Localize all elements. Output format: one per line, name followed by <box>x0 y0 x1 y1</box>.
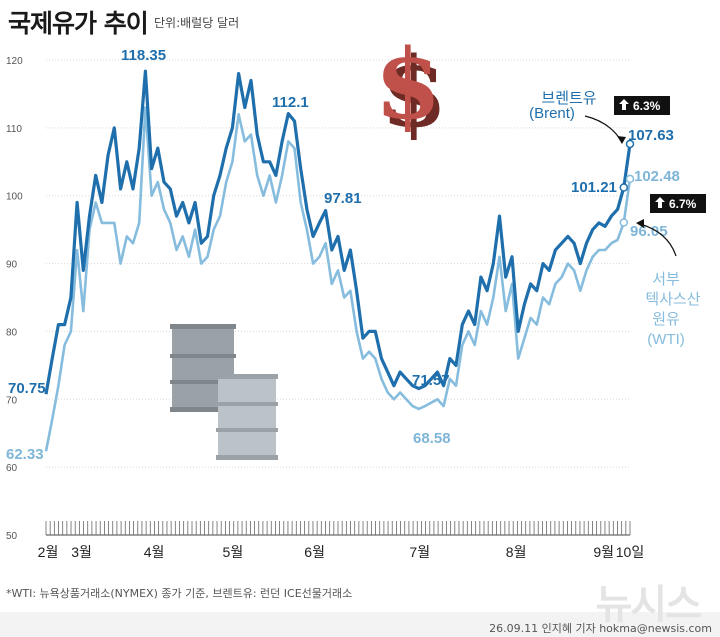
label-brent-prev: 101.21 <box>571 179 617 196</box>
series-line-brent <box>44 69 632 395</box>
svg-text:$: $ <box>375 28 442 141</box>
badge-brent-text: 6.3% <box>633 99 661 113</box>
legend-wti: 6.7% 서부 텍사스산 원유 (WTI) <box>636 194 706 348</box>
up-arrow-icon <box>655 197 665 208</box>
x-tick-label: 2월 <box>38 544 59 560</box>
badge-wti <box>650 194 706 213</box>
x-tick-label: 4월 <box>144 544 165 560</box>
legend-brent-name: 브렌트유 <box>541 90 596 107</box>
wti-last-point <box>625 174 635 184</box>
y-tick-label: 100 <box>6 192 23 203</box>
brent-last-point <box>625 139 635 149</box>
wti-prev-point <box>619 218 629 227</box>
x-tick-label: 10일 <box>616 544 644 560</box>
label-wti-start: 62.33 <box>6 446 44 463</box>
label-brent-peak-2: 112.1 <box>272 94 309 111</box>
y-tick-label: 70 <box>6 395 18 406</box>
legend-wti-sub: (WTI) <box>647 331 684 348</box>
unit-label: 단위:배럴당 달러 <box>154 16 240 30</box>
y-tick-label: 90 <box>6 260 18 271</box>
label-brent-june: 97.81 <box>324 190 362 207</box>
y-tick-label: 80 <box>6 327 18 338</box>
x-tick-label: 8월 <box>506 544 527 560</box>
y-tick-label: 110 <box>6 124 22 135</box>
svg-text:$: $ <box>381 36 448 149</box>
y-tick-label: 60 <box>6 463 18 474</box>
series-endpoints <box>619 139 635 227</box>
legend-wti-pointer <box>639 223 677 257</box>
chart-title: 국제유가 추이 <box>8 9 149 38</box>
legend-brent: 브렌트유 (Brent) 6.3% <box>529 90 670 144</box>
x-tick-label: 9월 <box>593 544 614 560</box>
label-brent-last: 107.63 <box>628 127 674 144</box>
y-tick-label: 120 <box>6 56 23 67</box>
badge-brent <box>614 96 670 115</box>
source-note: *WTI: 뉴욕상품거래소(NYMEX) 종가 기준, 브렌트유: 런던 ICE… <box>6 587 353 600</box>
legend-wti-name-3: 원유 <box>652 311 680 328</box>
label-wti-last: 96.05 <box>630 223 668 240</box>
credit-line: 26.09.11 인지혜 기자 hokma@newsis.com <box>489 622 712 635</box>
footer-band <box>0 612 720 637</box>
label-brent-july-low: 71.57 <box>412 372 450 389</box>
dollar-sign-icon: $ $ <box>375 28 448 149</box>
oil-barrel-icon <box>170 324 278 460</box>
label-brent-peak-1: 118.35 <box>121 47 166 64</box>
x-tick-label: 5월 <box>223 544 244 560</box>
up-arrow-icon <box>619 99 629 110</box>
x-axis: 2월 3월 4월 5월 6월 7월 8월 9월 10일 <box>38 521 644 560</box>
series-line-wti <box>44 106 632 452</box>
badge-wti-text: 6.7% <box>669 197 697 211</box>
x-tick-label: 3월 <box>71 544 92 560</box>
x-tick-label: 6월 <box>304 544 325 560</box>
brent-prev-point <box>619 183 629 192</box>
label-brent-start: 70.75 <box>8 380 46 397</box>
y-tick-label: 50 <box>6 531 18 542</box>
series-lines <box>44 69 632 452</box>
legend-brent-sub: (Brent) <box>529 105 575 122</box>
legend-brent-pointer <box>584 115 623 143</box>
data-labels: 70.75 62.33 118.35 112.1 97.81 71.57 68.… <box>6 47 680 463</box>
legend-wti-name-1: 서부 <box>652 271 680 288</box>
y-axis-tick-labels: 50 60 70 80 90 100 110 120 <box>6 56 23 542</box>
newsis-watermark: 뉴시스 <box>595 582 702 628</box>
x-tick-label: 7월 <box>409 544 430 560</box>
legend-wti-name-2: 텍사스산 <box>645 291 700 308</box>
label-wti-prev: 102.48 <box>634 168 680 185</box>
label-wti-july-low: 68.58 <box>413 430 451 447</box>
